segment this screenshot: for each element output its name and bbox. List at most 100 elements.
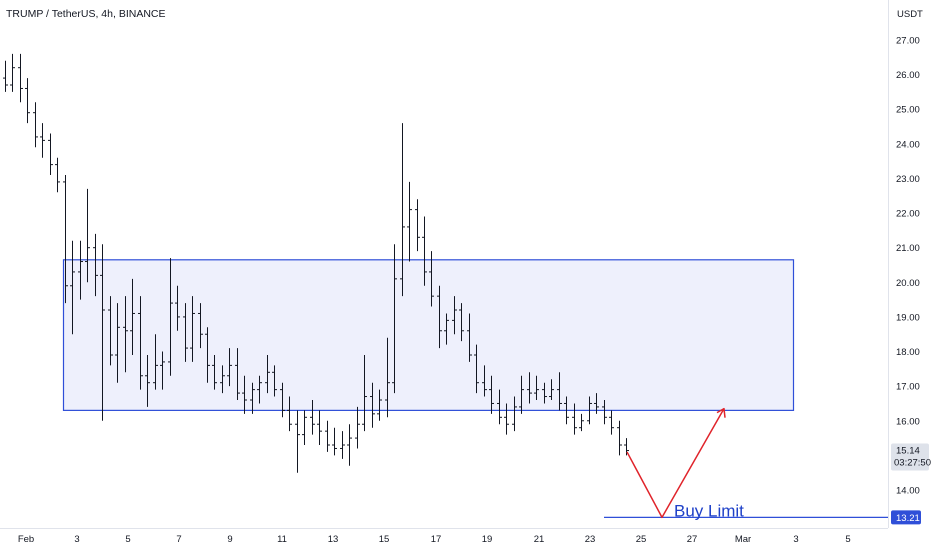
projection-arrow[interactable] — [626, 408, 725, 519]
time-tick-label: 13 — [328, 534, 339, 545]
ohlc-bar — [527, 372, 532, 404]
price-tick-label: 22.00 — [896, 209, 920, 220]
ohlc-bar — [33, 102, 38, 148]
ohlc-bar — [287, 396, 292, 432]
ohlc-bar — [512, 396, 517, 432]
current-price-tag-bg — [891, 443, 929, 471]
ohlc-bar — [587, 396, 592, 425]
time-tick-label: Feb — [18, 534, 34, 545]
price-tick-label: 24.00 — [896, 139, 920, 150]
time-tick-label: 3 — [793, 534, 798, 545]
ohlc-bar — [227, 348, 232, 387]
ohlc-bar — [93, 233, 98, 297]
ohlc-bar — [482, 365, 487, 397]
ohlc-bar — [212, 355, 217, 390]
ohlc-bar — [183, 303, 188, 362]
ohlc-bar — [504, 403, 509, 435]
ohlc-bar — [392, 244, 397, 394]
time-tick-label: 25 — [636, 534, 647, 545]
ohlc-bar — [48, 133, 53, 175]
time-tick-label: 5 — [845, 534, 850, 545]
ohlc-bar — [198, 303, 203, 349]
time-tick-label: 19 — [482, 534, 493, 545]
ohlc-bar — [542, 382, 547, 404]
ohlc-bar — [564, 396, 569, 425]
ohlc-bar — [220, 365, 225, 394]
price-tick-label: 21.00 — [896, 243, 920, 254]
target-price-value: 13.21 — [896, 513, 920, 524]
time-tick-label: 7 — [176, 534, 181, 545]
candle-series — [3, 53, 629, 473]
price-tick-label: 14.00 — [896, 486, 920, 497]
ohlc-bar — [325, 420, 330, 452]
ohlc-bar — [302, 410, 307, 445]
time-tick-label: 11 — [277, 534, 287, 545]
ohlc-bar — [572, 403, 577, 435]
ohlc-bar — [594, 393, 599, 414]
ohlc-bar — [474, 344, 479, 394]
ohlc-bar — [145, 355, 150, 407]
ohlc-bar — [153, 334, 158, 390]
target-price-tag: 13.21 — [891, 510, 921, 525]
ohlc-bar — [557, 372, 562, 411]
ohlc-bar — [138, 296, 143, 390]
time-tick-label: 9 — [227, 534, 232, 545]
ohlc-bar — [265, 355, 270, 394]
ohlc-bar — [415, 199, 420, 252]
ohlc-bar — [317, 410, 322, 445]
ohlc-bar — [272, 365, 277, 397]
ohlc-bar — [579, 413, 584, 432]
price-tick-label: 18.00 — [896, 347, 920, 358]
ohlc-bar — [250, 382, 255, 414]
ohlc-bar — [370, 382, 375, 428]
time-tick-label: 21 — [534, 534, 545, 545]
ohlc-bar — [332, 427, 337, 456]
ohlc-bar — [347, 424, 352, 466]
ohlc-bar — [400, 123, 405, 297]
target-price-tag-bg — [891, 510, 921, 525]
buy-limit-label: Buy Limit — [674, 501, 744, 520]
ohlc-bar — [617, 420, 622, 456]
ohlc-bar — [609, 410, 614, 435]
ohlc-bar — [18, 53, 23, 103]
time-tick-label: Mar — [735, 534, 751, 545]
chart-title: TRUMP / TetherUS, 4h, BINANCE — [6, 8, 166, 20]
ohlc-bar — [467, 313, 472, 362]
ohlc-bar — [55, 157, 60, 193]
ohlc-bar — [235, 348, 240, 400]
price-tick-label: 17.00 — [896, 382, 920, 393]
ohlc-bar — [452, 296, 457, 335]
ohlc-bar — [534, 375, 539, 400]
ohlc-bar — [437, 285, 442, 349]
ohlc-bar — [602, 400, 607, 425]
ohlc-bar — [168, 258, 173, 376]
ohlc-bar — [407, 181, 412, 262]
ohlc-bar — [130, 278, 135, 355]
ohlc-bar — [115, 303, 120, 383]
ohlc-bar — [10, 53, 15, 92]
ohlc-bar — [459, 303, 464, 342]
ohlc-bar — [175, 285, 180, 331]
ohlc-bar — [190, 296, 195, 362]
ohlc-bar — [3, 60, 8, 92]
ohlc-bar — [280, 382, 285, 418]
current-price-tag: 15.14 03:27:50 — [891, 443, 931, 471]
ohlc-bar — [295, 410, 300, 473]
ohlc-bar — [355, 406, 360, 449]
ohlc-bar — [63, 175, 68, 304]
supply-demand-zone[interactable] — [62, 259, 795, 411]
time-tick-label: 3 — [74, 534, 79, 545]
ohlc-bar — [78, 240, 83, 300]
ohlc-bar — [310, 400, 315, 435]
ohlc-bar — [362, 355, 367, 432]
price-tick-label: 27.00 — [896, 36, 920, 47]
ohlc-bar — [205, 327, 210, 383]
ohlc-bar — [429, 251, 434, 307]
price-tick-label: 26.00 — [896, 70, 920, 81]
ohlc-bar — [519, 375, 524, 414]
ohlc-bar — [70, 240, 75, 335]
ohlc-bar — [497, 389, 502, 425]
time-tick-label: 5 — [125, 534, 130, 545]
